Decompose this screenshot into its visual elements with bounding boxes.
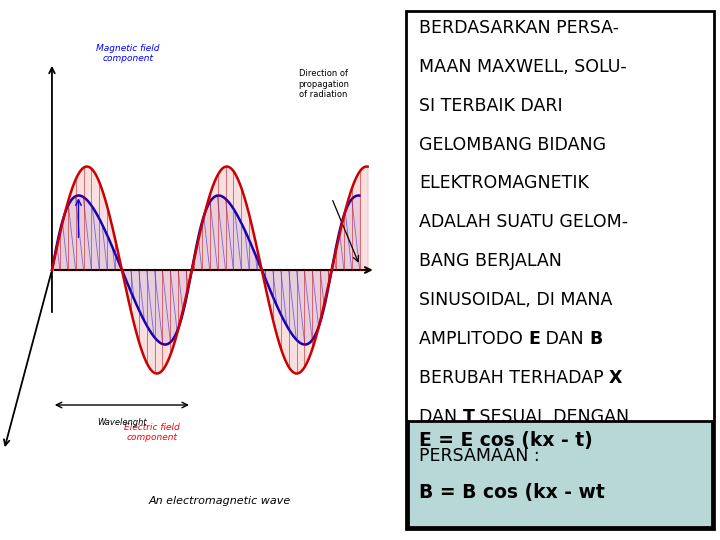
Text: X: X: [609, 369, 622, 387]
Text: DAN: DAN: [540, 330, 589, 348]
Text: E = E cos (kx - t): E = E cos (kx - t): [419, 431, 593, 450]
Text: DAN: DAN: [419, 408, 462, 426]
Text: BERUBAH TERHADAP: BERUBAH TERHADAP: [419, 369, 609, 387]
Text: ADALAH SUATU GELOM-: ADALAH SUATU GELOM-: [419, 213, 628, 231]
Text: ELEKTROMAGNETIK: ELEKTROMAGNETIK: [419, 174, 589, 192]
Text: Direction of
propagation
of radiation: Direction of propagation of radiation: [298, 69, 349, 99]
Text: AMPLITODO: AMPLITODO: [419, 330, 528, 348]
Text: B = B cos (kx - wt: B = B cos (kx - wt: [419, 483, 605, 502]
Text: E: E: [528, 330, 540, 348]
Text: MAAN MAXWELL, SOLU-: MAAN MAXWELL, SOLU-: [419, 58, 626, 76]
Text: BANG BERJALAN: BANG BERJALAN: [419, 252, 562, 270]
Text: Electric field
component: Electric field component: [124, 423, 180, 442]
Text: Magnetic field
component: Magnetic field component: [96, 44, 160, 63]
Bar: [408, 421, 712, 526]
Text: T: T: [462, 408, 474, 426]
Text: Wavelenght: Wavelenght: [97, 418, 147, 427]
Text: B: B: [589, 330, 603, 348]
Text: GELOMBANG BIDANG: GELOMBANG BIDANG: [419, 136, 606, 153]
Text: SINUSOIDAL, DI MANA: SINUSOIDAL, DI MANA: [419, 291, 612, 309]
Text: SI TERBAIK DARI: SI TERBAIK DARI: [419, 97, 562, 114]
Text: SESUAI  DENGAN: SESUAI DENGAN: [474, 408, 629, 426]
Text: PERSAMAAN :: PERSAMAAN :: [419, 447, 539, 464]
Text: An electromagnetic wave: An electromagnetic wave: [148, 496, 291, 506]
Text: BERDASARKAN PERSA-: BERDASARKAN PERSA-: [419, 19, 618, 37]
